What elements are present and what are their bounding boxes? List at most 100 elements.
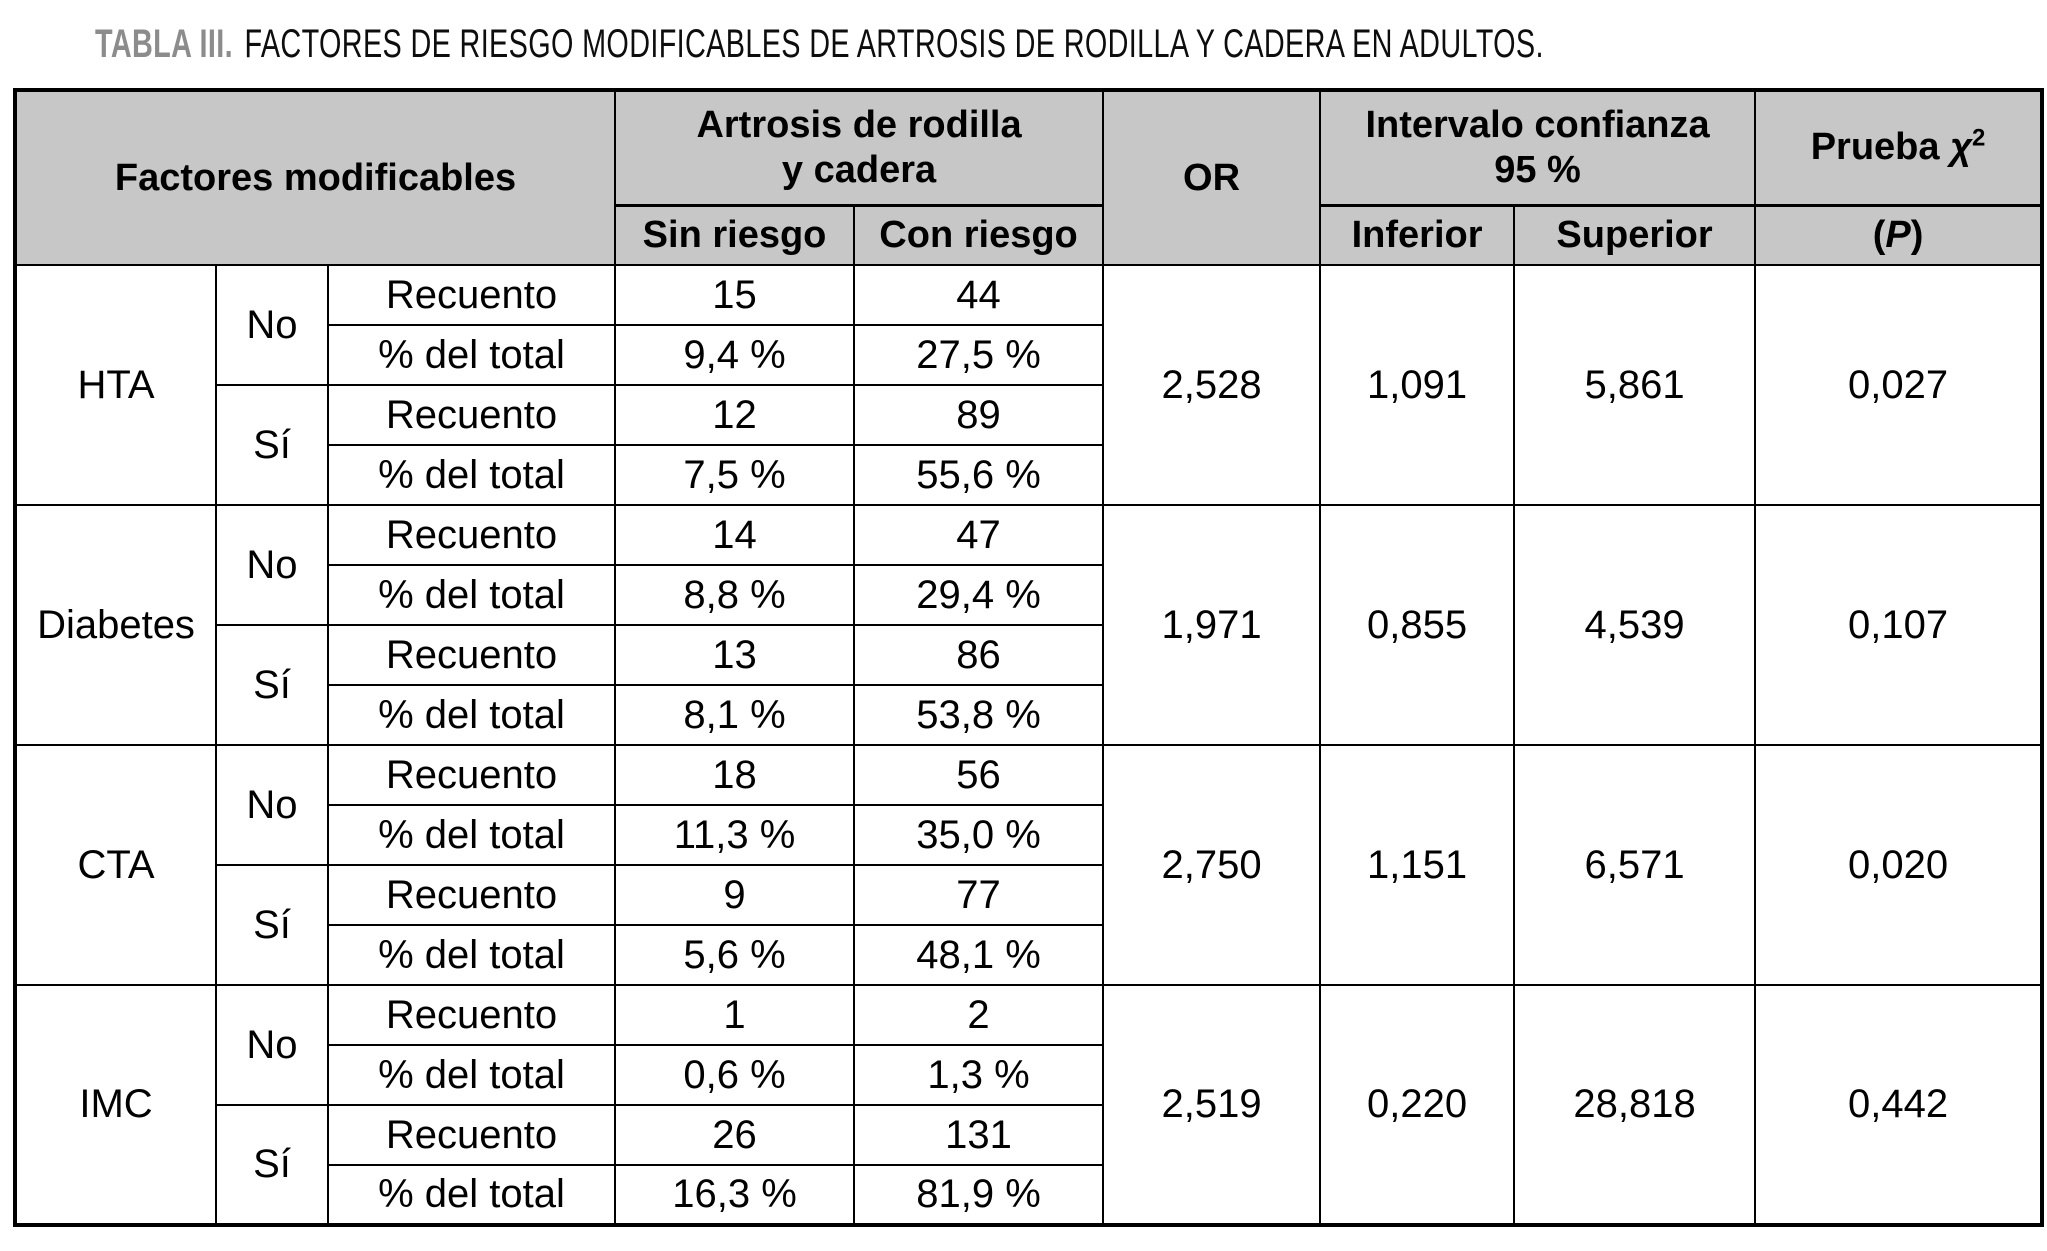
table-row: % del total 16,3 % 81,9 % <box>15 1164 2042 1226</box>
table-row: % del total 11,3 % 35,0 % <box>15 804 2042 866</box>
value-con-riesgo-cell: 131 <box>853 1104 1105 1166</box>
value-con-riesgo-cell: 55,6 % <box>853 444 1105 506</box>
header-prueba-chi2: Prueba χ2 <box>1754 89 2044 207</box>
or-cell: 2,750 <box>1102 744 1322 986</box>
table-row: % del total 5,6 % 48,1 % <box>15 924 2042 986</box>
value-con-riesgo-cell: 27,5 % <box>853 324 1105 386</box>
rowlabel-pct-cell: % del total <box>326 804 617 866</box>
p-symbol: P <box>1885 213 1911 256</box>
yn-no-cell: No <box>215 984 329 1106</box>
p-value-cell: 0,020 <box>1754 744 2044 986</box>
rowlabel-recuento-cell: Recuento <box>326 984 617 1046</box>
value-con-riesgo-cell: 56 <box>853 744 1105 806</box>
header-inferior: Inferior <box>1319 204 1516 266</box>
rowlabel-recuento-cell: Recuento <box>326 864 617 926</box>
header-superior: Superior <box>1513 204 1757 266</box>
table-row: % del total 9,4 % 27,5 % <box>15 324 2042 386</box>
rowlabel-pct-cell: % del total <box>326 1164 617 1226</box>
header-p-value: (P) <box>1754 204 2044 266</box>
chi-symbol: χ <box>1950 126 1973 169</box>
table-row: % del total 8,1 % 53,8 % <box>15 684 2042 746</box>
header-factores-modificables: Factores modificables <box>13 89 617 266</box>
yn-no-cell: No <box>215 264 329 386</box>
rowlabel-pct-cell: % del total <box>326 564 617 626</box>
yn-si-cell: Sí <box>215 384 329 506</box>
rowlabel-pct-cell: % del total <box>326 684 617 746</box>
header-artrosis-rodilla-cadera: Artrosis de rodilla y cadera <box>614 89 1105 207</box>
value-con-riesgo-cell: 77 <box>853 864 1105 926</box>
value-sin-riesgo-cell: 26 <box>614 1104 856 1166</box>
value-con-riesgo-cell: 81,9 % <box>853 1164 1105 1226</box>
or-cell: 2,528 <box>1102 264 1322 506</box>
rowlabel-pct-cell: % del total <box>326 324 617 386</box>
table-row: IMC No Recuento 1 2 2,519 0,220 28,818 0… <box>14 984 2044 1226</box>
table-row: % del total 8,8 % 29,4 % <box>15 564 2042 626</box>
table-row: Diabetes No Recuento 14 47 1,971 0,855 4… <box>14 504 2044 746</box>
value-sin-riesgo-cell: 0,6 % <box>614 1044 856 1106</box>
rowlabel-recuento-cell: Recuento <box>326 504 617 566</box>
value-sin-riesgo-cell: 9,4 % <box>614 324 856 386</box>
value-con-riesgo-cell: 44 <box>853 264 1105 326</box>
rowlabel-recuento-cell: Recuento <box>326 1104 617 1166</box>
rowlabel-pct-cell: % del total <box>326 924 617 986</box>
value-sin-riesgo-cell: 11,3 % <box>614 804 856 866</box>
ci-superior-cell: 28,818 <box>1513 984 1757 1226</box>
rowlabel-pct-cell: % del total <box>326 1044 617 1106</box>
value-con-riesgo-cell: 2 <box>853 984 1105 1046</box>
ci-inferior-cell: 0,220 <box>1319 984 1516 1226</box>
value-con-riesgo-cell: 47 <box>853 504 1105 566</box>
risk-factors-table: Factores modificables Artrosis de rodill… <box>13 88 2045 1227</box>
yn-no-cell: No <box>215 504 329 626</box>
table-title-text: FACTORES DE RIESGO MODIFICABLES DE ARTRO… <box>244 22 1544 66</box>
value-sin-riesgo-cell: 14 <box>614 504 856 566</box>
value-con-riesgo-cell: 1,3 % <box>853 1044 1105 1106</box>
ci-superior-cell: 5,861 <box>1513 264 1757 506</box>
value-sin-riesgo-cell: 12 <box>614 384 856 446</box>
value-sin-riesgo-cell: 5,6 % <box>614 924 856 986</box>
table-row: Sí Recuento 12 89 <box>15 384 2042 506</box>
rowlabel-pct-cell: % del total <box>326 444 617 506</box>
value-sin-riesgo-cell: 13 <box>614 624 856 686</box>
table-number-label: TABLA III. <box>95 22 233 66</box>
ci-inferior-cell: 1,151 <box>1319 744 1516 986</box>
table-row: % del total 0,6 % 1,3 % <box>15 1044 2042 1106</box>
p-value-cell: 0,107 <box>1754 504 2044 746</box>
rowlabel-recuento-cell: Recuento <box>326 264 617 326</box>
value-sin-riesgo-cell: 7,5 % <box>614 444 856 506</box>
value-sin-riesgo-cell: 8,1 % <box>614 684 856 746</box>
value-sin-riesgo-cell: 9 <box>614 864 856 926</box>
yn-si-cell: Sí <box>215 1104 329 1226</box>
header-or: OR <box>1102 89 1322 266</box>
factor-cell-hta: HTA <box>14 264 217 506</box>
value-sin-riesgo-cell: 8,8 % <box>614 564 856 626</box>
factor-cell-diabetes: Diabetes <box>14 504 217 746</box>
ci-superior-cell: 6,571 <box>1513 744 1757 986</box>
p-value-cell: 0,442 <box>1754 984 2044 1226</box>
chi-exponent: 2 <box>1972 124 1986 152</box>
value-con-riesgo-cell: 86 <box>853 624 1105 686</box>
header-intervalo-confianza: Intervalo confianza 95 % <box>1319 89 1757 207</box>
yn-no-cell: No <box>215 744 329 866</box>
table-row: Sí Recuento 26 131 <box>15 1104 2042 1226</box>
or-cell: 1,971 <box>1102 504 1322 746</box>
page-title: TABLA III. FACTORES DE RIESGO MODIFICABLE… <box>95 22 1544 67</box>
value-con-riesgo-cell: 48,1 % <box>853 924 1105 986</box>
rowlabel-recuento-cell: Recuento <box>326 384 617 446</box>
header-sin-riesgo: Sin riesgo <box>614 204 856 266</box>
header-con-riesgo: Con riesgo <box>853 204 1105 266</box>
rowlabel-recuento-cell: Recuento <box>326 744 617 806</box>
value-sin-riesgo-cell: 15 <box>614 264 856 326</box>
table-row: % del total 7,5 % 55,6 % <box>15 444 2042 506</box>
value-con-riesgo-cell: 53,8 % <box>853 684 1105 746</box>
p-value-cell: 0,027 <box>1754 264 2044 506</box>
table-row: HTA No Recuento 15 44 2,528 1,091 5,861 … <box>14 264 2044 506</box>
rowlabel-recuento-cell: Recuento <box>326 624 617 686</box>
prueba-label: Prueba <box>1810 126 1951 169</box>
value-sin-riesgo-cell: 1 <box>614 984 856 1046</box>
table-row: CTA No Recuento 18 56 2,750 1,151 6,571 … <box>14 744 2044 986</box>
table-row: Sí Recuento 9 77 <box>15 864 2042 986</box>
ci-superior-cell: 4,539 <box>1513 504 1757 746</box>
yn-si-cell: Sí <box>215 864 329 986</box>
value-con-riesgo-cell: 29,4 % <box>853 564 1105 626</box>
value-sin-riesgo-cell: 16,3 % <box>614 1164 856 1226</box>
